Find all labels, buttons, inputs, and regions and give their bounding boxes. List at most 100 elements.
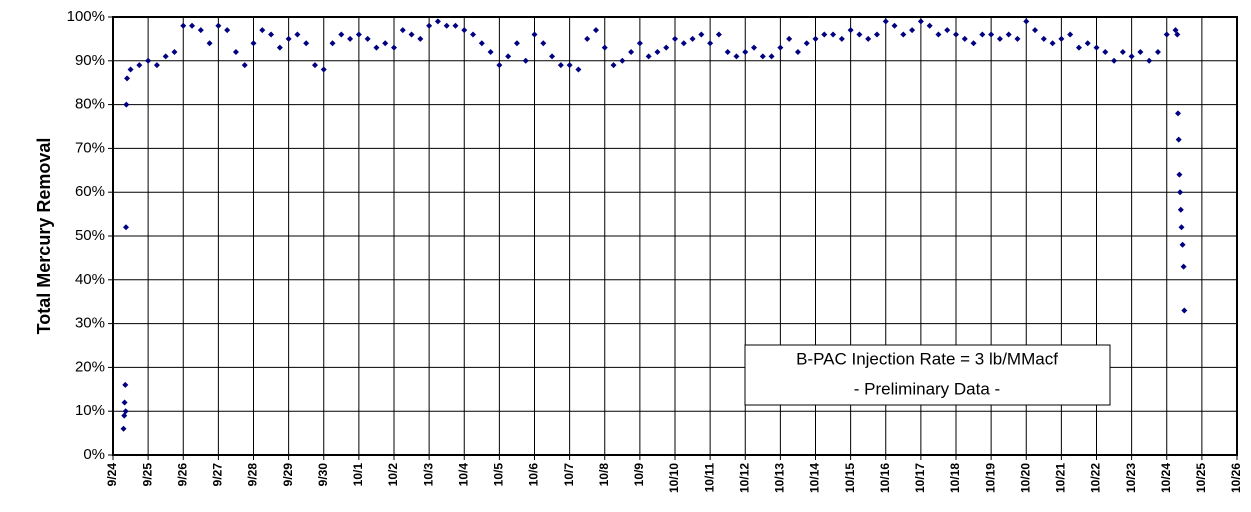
- point: [988, 31, 995, 38]
- point: [944, 27, 951, 34]
- x-tick-label: 10/13: [773, 463, 787, 493]
- point: [294, 31, 301, 38]
- point: [399, 27, 406, 34]
- y-axis-label: Total Mercury Removal: [34, 138, 54, 335]
- x-tick-label: 10/22: [1089, 463, 1103, 493]
- point: [382, 40, 389, 47]
- point: [926, 22, 933, 29]
- point: [461, 27, 468, 34]
- y-tick-label: 80%: [75, 96, 105, 113]
- point: [215, 22, 222, 29]
- point: [127, 66, 134, 73]
- x-tick-label: 10/11: [702, 463, 716, 493]
- y-tick-label: 90%: [75, 52, 105, 69]
- y-tick-label: 70%: [75, 139, 105, 156]
- point: [250, 40, 257, 47]
- point: [1005, 31, 1012, 38]
- point: [628, 49, 635, 56]
- x-tick-label: 10/15: [843, 463, 857, 493]
- x-tick-label: 9/24: [105, 463, 119, 487]
- point: [241, 62, 248, 69]
- point: [803, 40, 810, 47]
- point: [1175, 136, 1182, 143]
- y-tick-label: 50%: [75, 227, 105, 244]
- point: [698, 31, 705, 38]
- point: [122, 408, 129, 415]
- x-tick-label: 10/7: [562, 463, 576, 487]
- point: [1146, 57, 1153, 64]
- point: [329, 40, 336, 47]
- x-tick-label: 10/23: [1124, 463, 1138, 493]
- point: [197, 27, 204, 34]
- point: [584, 35, 591, 42]
- point: [434, 18, 441, 25]
- point: [812, 35, 819, 42]
- x-tick-label: 9/30: [316, 463, 330, 487]
- x-tick-label: 10/9: [632, 463, 646, 487]
- point: [856, 31, 863, 38]
- point: [1102, 49, 1109, 56]
- point: [364, 35, 371, 42]
- x-tick-label: 10/1: [351, 463, 365, 487]
- point: [373, 44, 380, 51]
- point: [1111, 57, 1118, 64]
- point: [1093, 44, 1100, 51]
- point: [180, 22, 187, 29]
- point: [311, 62, 318, 69]
- point: [417, 35, 424, 42]
- point: [513, 40, 520, 47]
- point: [1067, 31, 1074, 38]
- y-tick-label: 0%: [83, 446, 105, 463]
- x-tick-label: 10/10: [667, 463, 681, 493]
- point: [619, 57, 626, 64]
- x-tick-label: 10/4: [456, 463, 470, 487]
- x-tick-label: 9/26: [175, 463, 189, 487]
- point: [426, 22, 433, 29]
- point: [531, 31, 538, 38]
- point: [786, 35, 793, 42]
- annotation-box: [744, 344, 1111, 406]
- point: [1174, 31, 1181, 38]
- annotation: B-PAC Injection Rate = 3 lb/MMacf: [796, 349, 1058, 368]
- point: [1084, 40, 1091, 47]
- point: [320, 66, 327, 73]
- point: [120, 425, 127, 432]
- point: [189, 22, 196, 29]
- point: [505, 53, 512, 60]
- point: [970, 40, 977, 47]
- point: [900, 31, 907, 38]
- point: [996, 35, 1003, 42]
- point: [751, 44, 758, 51]
- x-tick-label: 10/18: [948, 463, 962, 493]
- point: [259, 27, 266, 34]
- x-tick-label: 10/12: [737, 463, 751, 493]
- x-tick-label: 10/5: [492, 463, 506, 487]
- x-tick-label: 10/8: [597, 463, 611, 487]
- point: [122, 224, 129, 231]
- point: [206, 40, 213, 47]
- point: [285, 35, 292, 42]
- point: [1032, 27, 1039, 34]
- point: [1178, 224, 1185, 231]
- point: [171, 49, 178, 56]
- point: [1180, 263, 1187, 270]
- point: [654, 49, 661, 56]
- point: [408, 31, 415, 38]
- point: [1040, 35, 1047, 42]
- point: [838, 35, 845, 42]
- point: [566, 62, 573, 69]
- y-tick-label: 40%: [75, 271, 105, 288]
- point: [821, 31, 828, 38]
- point: [557, 62, 564, 69]
- point: [1128, 53, 1135, 60]
- point: [487, 49, 494, 56]
- point: [715, 31, 722, 38]
- x-tick-label: 10/6: [527, 463, 541, 487]
- point: [145, 57, 152, 64]
- point: [232, 49, 239, 56]
- point: [953, 31, 959, 38]
- point: [122, 381, 129, 388]
- point: [136, 62, 143, 69]
- point: [1181, 307, 1188, 314]
